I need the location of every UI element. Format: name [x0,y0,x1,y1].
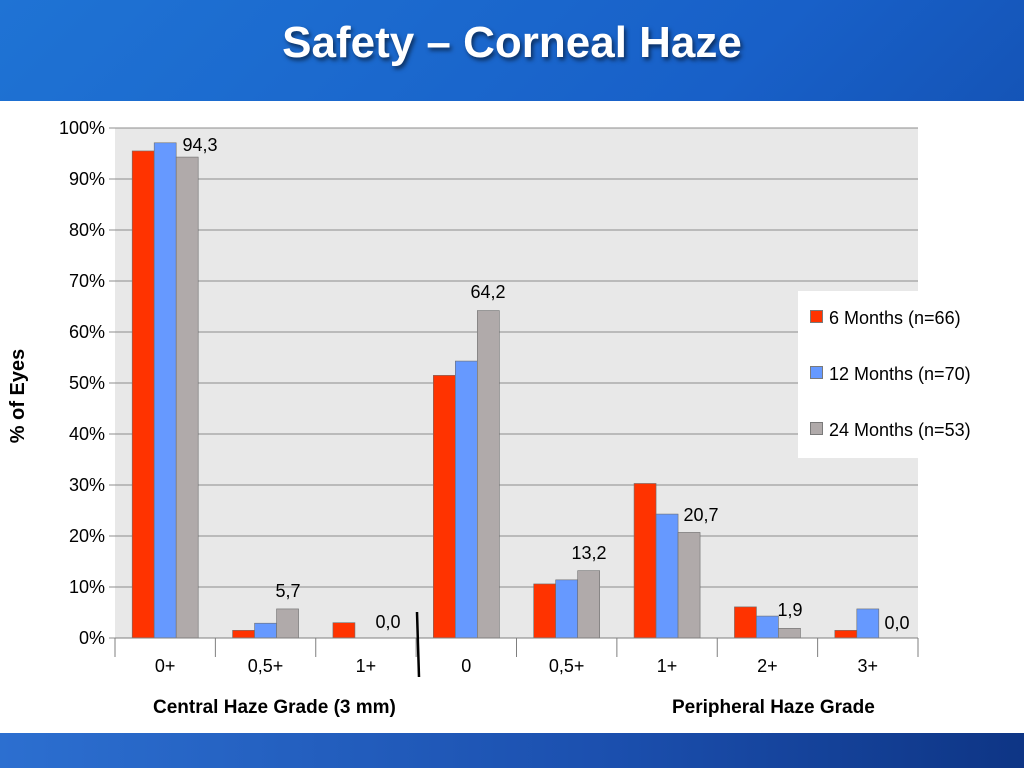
central-group-caption: Central Haze Grade (3 mm) [153,697,396,718]
legend-swatch-6-months [810,310,823,323]
bar [734,606,757,639]
bar [477,310,500,639]
bar [533,583,556,639]
footer-band [0,733,1024,768]
x-tick-label: 0,5+ [549,656,585,676]
bar [677,532,701,639]
legend-label-6-months: 6 Months (n=66) [829,308,961,328]
y-tick-label: 40% [69,424,105,444]
bar [232,630,255,639]
x-tick-label: 3+ [858,656,879,676]
data-label: 1,9 [777,600,802,620]
legend-item-12-months: 12 Months (n=70) [810,364,971,385]
y-tick-label: 90% [69,169,105,189]
bar [555,579,578,639]
y-tick-label: 20% [69,526,105,546]
group-divider [415,611,421,678]
x-tick-label: 1+ [657,656,678,676]
y-tick-label: 60% [69,322,105,342]
bar [131,150,155,639]
bar [276,608,299,639]
y-tick-label: 50% [69,373,105,393]
legend-label-24-months: 24 Months (n=53) [829,420,971,440]
slide-title: Safety – Corneal Haze [282,18,742,67]
data-label: 5,7 [275,581,300,601]
y-tick-label: 0% [79,628,105,648]
bar [756,615,779,639]
data-label: 94,3 [182,135,217,155]
data-label: 20,7 [683,505,718,525]
y-tick-label: 30% [69,475,105,495]
bar [856,608,880,639]
data-label: 13,2 [571,543,606,563]
x-tick-label: 0,5+ [248,656,284,676]
bar [175,156,199,639]
x-tick-label: 1+ [356,656,377,676]
legend-item-24-months: 24 Months (n=53) [810,420,971,441]
bar [455,360,478,639]
bar [577,570,600,639]
bar [633,483,657,639]
peripheral-group-caption: Peripheral Haze Grade [672,697,875,718]
legend-item-6-months: 6 Months (n=66) [810,308,961,329]
chart-legend: 6 Months (n=66) 12 Months (n=70) 24 Mont… [798,291,971,458]
bar [153,142,177,639]
data-label: 64,2 [470,282,505,302]
y-tick-label: 70% [69,271,105,291]
x-tick-label: 2+ [757,656,778,676]
data-label: 0,0 [375,612,400,632]
bar [778,628,801,639]
bar [332,622,356,639]
bar [254,622,277,639]
y-tick-label: 100% [59,118,105,138]
bar [834,630,858,639]
legend-label-12-months: 12 Months (n=70) [829,364,971,384]
x-tick-label: 0 [461,656,471,676]
bar [433,375,456,639]
x-tick-label: 0+ [155,656,176,676]
data-label: 0,0 [884,613,909,633]
legend-swatch-24-months [810,422,823,435]
bar [655,513,679,639]
legend-swatch-12-months [810,366,823,379]
y-axis-title: % of Eyes [7,349,29,443]
y-tick-label: 10% [69,577,105,597]
y-tick-label: 80% [69,220,105,240]
